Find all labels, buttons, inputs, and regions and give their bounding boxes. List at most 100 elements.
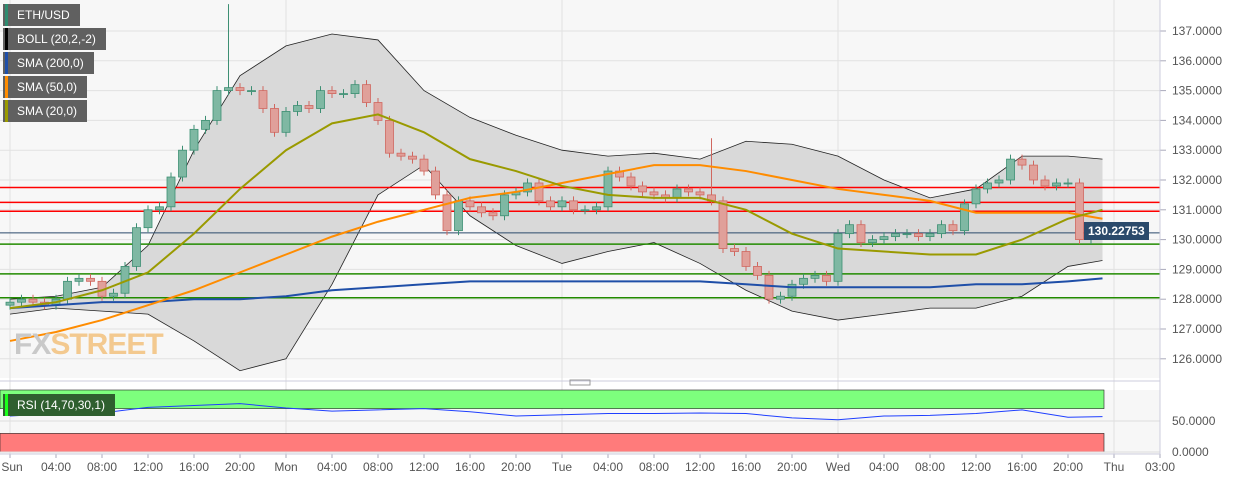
- candle-body: [465, 200, 475, 208]
- candle-body: [638, 185, 647, 193]
- x-tick-label: 20:00: [225, 460, 255, 474]
- y-tick-label: 126.0000: [1172, 352, 1222, 366]
- x-tick-label: 12:00: [961, 460, 991, 474]
- x-tick-label: 04:00: [869, 460, 899, 474]
- current-price-tag: 130.22753: [1084, 222, 1149, 240]
- candle-body: [557, 200, 567, 208]
- candle-body: [477, 206, 486, 214]
- candle-body: [891, 233, 900, 238]
- rsi-overbought-zone: [0, 389, 1105, 409]
- x-tick-label: 16:00: [1007, 460, 1037, 474]
- candle-body: [1006, 158, 1015, 181]
- candle-body: [822, 274, 831, 282]
- candle-body: [868, 239, 877, 243]
- candle-body: [879, 236, 889, 240]
- y-tick-label: 130.0000: [1172, 233, 1222, 247]
- candle-body: [649, 191, 659, 196]
- candle-body: [971, 188, 981, 205]
- candle-body: [155, 206, 164, 211]
- y-tick-label: 137.0000: [1172, 24, 1222, 38]
- candle-body: [212, 90, 222, 121]
- sma200-line: [9, 277, 1103, 310]
- y-tick-label: 132.0000: [1172, 173, 1222, 187]
- y-tick-label: 131.0000: [1172, 203, 1222, 217]
- pane-resize-handle[interactable]: [569, 379, 591, 386]
- candle-body: [270, 108, 279, 133]
- candle-body: [1017, 158, 1027, 166]
- x-tick-label: Thu: [1104, 460, 1125, 474]
- legend-sma-20-0-[interactable]: SMA (20,0): [3, 100, 88, 122]
- candle-body: [902, 233, 912, 236]
- candle-body: [362, 84, 371, 103]
- candle-body: [178, 149, 187, 178]
- rsi-tick-label: 0.0000: [1172, 445, 1209, 459]
- candle-body: [580, 209, 590, 212]
- candle-body: [1075, 182, 1084, 240]
- legend-sma-50-0-[interactable]: SMA (50,0): [3, 76, 88, 98]
- candle-body: [258, 90, 268, 109]
- x-tick-label: 08:00: [363, 460, 393, 474]
- x-tick-label: 16:00: [179, 460, 209, 474]
- legend-boll-20-2-2-[interactable]: BOLL (20,2,-2): [3, 28, 106, 50]
- candle-body: [546, 200, 555, 208]
- candle-body: [132, 227, 141, 267]
- y-tick-label: 136.0000: [1172, 54, 1222, 68]
- candle-body: [143, 209, 153, 229]
- candle-body: [948, 224, 958, 232]
- candle-body: [914, 233, 923, 238]
- x-tick-label: Wed: [826, 460, 850, 474]
- rsi-legend[interactable]: RSI (14,70,30,1): [3, 394, 116, 416]
- rsi-line: [9, 403, 1103, 421]
- candle-body: [419, 158, 429, 172]
- candle-body: [488, 212, 498, 217]
- x-tick-label: 20:00: [777, 460, 807, 474]
- rsi-oversold-zone: [0, 433, 1105, 453]
- candle-body: [856, 224, 866, 243]
- x-tick-label: 08:00: [87, 460, 117, 474]
- candle-body: [408, 155, 417, 160]
- candle-body: [592, 206, 601, 211]
- candle-body: [1029, 164, 1038, 181]
- x-tick-label: 04:00: [317, 460, 347, 474]
- legend-eth-usd[interactable]: ETH/USD: [3, 4, 80, 26]
- rsi-legend-label: RSI (14,70,30,1): [17, 398, 106, 412]
- legend-label: SMA (200,0): [17, 56, 84, 70]
- candle-body: [327, 90, 337, 94]
- x-tick-label: 08:00: [639, 460, 669, 474]
- candle-body: [235, 87, 245, 92]
- x-tick-label: 12:00: [409, 460, 439, 474]
- y-tick-label: 135.0000: [1172, 84, 1222, 98]
- candle-body: [86, 277, 95, 282]
- x-tick-label: 12:00: [133, 460, 163, 474]
- candle-body: [626, 176, 636, 187]
- y-tick-label: 127.0000: [1172, 322, 1222, 336]
- x-tick-label: 04:00: [593, 460, 623, 474]
- candle-body: [316, 90, 325, 109]
- candle-body: [281, 111, 291, 133]
- candle-body: [293, 105, 302, 112]
- legend-sma-200-0-[interactable]: SMA (200,0): [3, 52, 94, 74]
- candle-body: [983, 182, 992, 190]
- candle-body: [339, 93, 348, 95]
- candle-body: [1040, 179, 1050, 187]
- fxstreet-logo: FXSTREET: [14, 328, 164, 361]
- candle-body: [776, 295, 785, 300]
- candle-body: [845, 224, 854, 235]
- candle-body: [684, 188, 693, 193]
- candle-body: [960, 203, 969, 232]
- candle-body: [431, 170, 440, 196]
- x-tick-label: Sun: [1, 460, 22, 474]
- candle-body: [799, 277, 808, 285]
- candle-body: [764, 274, 774, 300]
- x-tick-label: 04:00: [41, 460, 71, 474]
- y-tick-label: 133.0000: [1172, 143, 1222, 157]
- candle-body: [534, 182, 544, 202]
- candle-body: [523, 182, 532, 193]
- candle-body: [109, 292, 118, 297]
- sma50-line: [9, 164, 1103, 342]
- candle-body: [201, 120, 210, 130]
- candle-body: [833, 233, 843, 282]
- candle-body: [937, 224, 946, 235]
- candle-body: [994, 179, 1004, 184]
